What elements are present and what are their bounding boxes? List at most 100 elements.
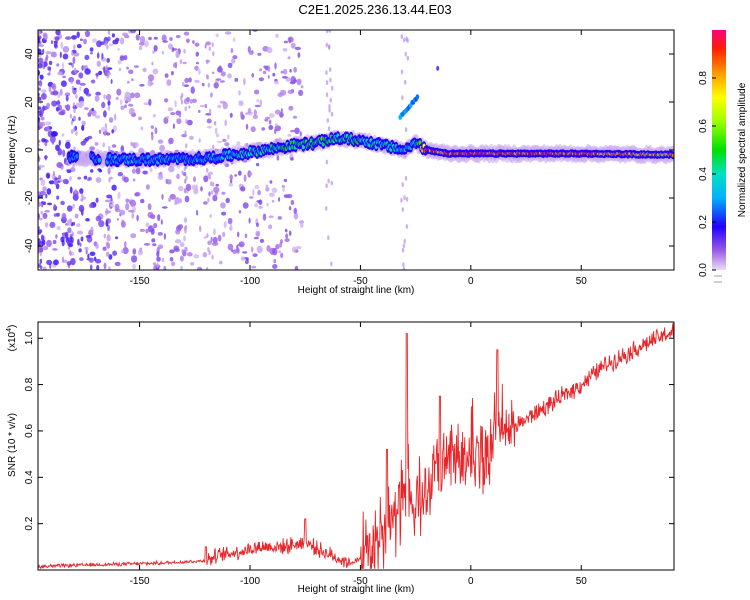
heatmap-noise-cell <box>245 123 249 130</box>
snr-x-ticks: -150 -100 -50 0 50 <box>130 322 588 587</box>
heatmap-noise-cell <box>124 104 127 108</box>
heatmap-noise-cell <box>40 179 46 186</box>
heatmap-noise-cell <box>277 216 282 220</box>
heatmap-noise-cell <box>108 254 113 260</box>
heatmap-noise-cell <box>98 169 103 173</box>
heatmap-noise-cell <box>96 52 100 59</box>
heatmap-noise-cell <box>95 243 99 249</box>
heatmap-noise-cell <box>77 176 82 180</box>
heatmap-noise-cell <box>120 37 125 45</box>
heatmap-noise-cell <box>184 178 187 184</box>
heatmap-noise-cell <box>227 243 234 251</box>
heatmap-noise-cell <box>199 104 206 108</box>
heatmap-noise-cell <box>148 36 152 41</box>
heatmap-noise-cell <box>133 65 139 68</box>
heatmap-noise-cell <box>161 206 168 209</box>
heatmap-noise-cell <box>128 103 134 107</box>
heatmap-noise-cell <box>74 213 79 219</box>
heatmap-noise-cell <box>143 243 151 246</box>
heatmap-noise-cell <box>77 230 83 235</box>
heatmap-streak-cell <box>107 251 110 257</box>
colorbar: 0.0 0.2 0.4 0.6 0.8 Normalized spectral ampl… <box>698 30 748 283</box>
heatmap-noise-cell <box>167 107 174 112</box>
heatmap-streak-cell <box>328 104 331 109</box>
heatmap-noise-cell <box>48 60 53 66</box>
heatmap-noise-cell <box>98 129 102 134</box>
heatmap-noise-cell <box>224 142 230 147</box>
heatmap-noise-cell <box>218 65 222 70</box>
heatmap-noise-cell <box>224 119 227 127</box>
heatmap-noise-cell <box>203 236 207 239</box>
heatmap-noise-cell <box>215 183 219 187</box>
heatmap-noise-cell <box>101 52 104 60</box>
heatmap-noise-cell <box>61 133 65 137</box>
heatmap-streak-cell <box>74 188 78 194</box>
heatmap-noise-cell <box>222 138 227 142</box>
spectrogram-x-label: Height of straight line (km) <box>298 285 415 296</box>
heatmap-noise-cell <box>87 176 92 181</box>
heatmap-noise-cell <box>78 204 85 213</box>
heatmap-streak-cell <box>325 92 329 98</box>
heatmap-noise-cell <box>245 112 248 115</box>
heatmap-ridge-cell <box>75 153 79 159</box>
heatmap-noise-cell <box>234 174 238 177</box>
heatmap-noise-cell <box>293 207 297 214</box>
heatmap-noise-cell <box>64 104 68 109</box>
heatmap-streak-cell <box>208 46 211 51</box>
heatmap-streak-cell <box>105 241 109 247</box>
heatmap-noise-cell <box>47 72 51 76</box>
spectrogram-heatmap <box>38 30 674 270</box>
snr-frame <box>37 321 675 571</box>
heatmap-noise-cell <box>232 249 238 254</box>
spectrogram-x-tick-label: 50 <box>576 276 588 287</box>
heatmap-noise-cell <box>47 66 52 71</box>
heatmap-noise-cell <box>240 186 246 192</box>
heatmap-noise-cell <box>258 199 263 205</box>
heatmap-streak-cell <box>328 45 331 50</box>
heatmap-streak-cell <box>403 238 406 244</box>
heatmap-noise-cell <box>251 265 257 269</box>
heatmap-streak-cell <box>329 97 332 103</box>
heatmap-noise-cell <box>55 234 58 239</box>
heatmap-streak-cell <box>183 48 186 54</box>
snr-scale-suffix: ) <box>7 325 18 328</box>
heatmap-streak-cell <box>71 85 75 91</box>
heatmap-noise-cell <box>221 211 227 216</box>
heatmap-streak-cell <box>209 108 212 114</box>
heatmap-noise-cell <box>64 92 71 97</box>
heatmap-noise-cell <box>66 205 73 212</box>
heatmap-noise-cell <box>56 195 60 200</box>
heatmap-noise-cell <box>206 125 213 129</box>
heatmap-noise-cell <box>236 141 241 146</box>
heatmap-noise-cell <box>117 47 120 51</box>
heatmap-noise-cell <box>38 226 41 230</box>
heatmap-noise-cell <box>283 68 288 75</box>
colorbar-ticks: 0.0 0.2 0.4 0.6 0.8 <box>698 71 722 283</box>
heatmap-noise-cell <box>108 117 114 123</box>
heatmap-noise-cell <box>75 102 80 108</box>
heatmap-noise-cell <box>55 30 61 36</box>
heatmap-noise-cell <box>42 105 48 111</box>
heatmap-streak-cell <box>104 123 108 129</box>
heatmap-noise-cell <box>283 178 288 182</box>
heatmap-noise-cell <box>166 115 170 119</box>
heatmap-noise-cell <box>183 31 190 36</box>
heatmap-noise-cell <box>83 175 88 180</box>
heatmap-noise-cell <box>213 82 219 89</box>
heatmap-noise-cell <box>256 231 260 237</box>
heatmap-noise-cell <box>88 257 94 263</box>
heatmap-noise-cell <box>299 131 302 137</box>
heatmap-streak-cell <box>400 198 403 203</box>
heatmap-noise-cell <box>119 209 126 216</box>
heatmap-noise-cell <box>188 135 194 140</box>
heatmap-noise-cell <box>38 48 42 55</box>
heatmap-streak-cell <box>325 70 328 75</box>
heatmap-streak-cell <box>327 235 330 241</box>
snr-x-tick-label: 50 <box>576 576 588 587</box>
heatmap-noise-cell <box>80 198 84 202</box>
heatmap-noise-cell <box>222 231 226 238</box>
heatmap-noise-cell <box>95 91 101 96</box>
heatmap-noise-cell <box>170 261 176 267</box>
heatmap-noise-cell <box>162 40 168 43</box>
heatmap-noise-cell <box>152 243 157 247</box>
